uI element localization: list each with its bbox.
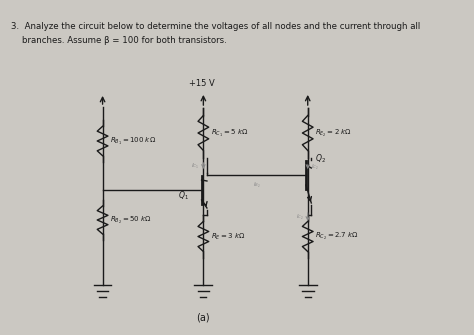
Text: $Q_2$: $Q_2$ bbox=[315, 153, 326, 165]
Text: $R_{E_2} = 2\ k\Omega$: $R_{E_2} = 2\ k\Omega$ bbox=[315, 128, 352, 138]
Text: $I_{B_2}$: $I_{B_2}$ bbox=[253, 180, 260, 190]
Text: $I_{C_2}$: $I_{C_2}$ bbox=[311, 162, 319, 172]
Text: $I_{C_2}$: $I_{C_2}$ bbox=[296, 212, 304, 222]
Text: +15 V: +15 V bbox=[189, 79, 214, 88]
Text: $R_{B_2} = 50\ k\Omega$: $R_{B_2} = 50\ k\Omega$ bbox=[109, 214, 151, 225]
Text: $I_{C_1}$: $I_{C_1}$ bbox=[191, 161, 200, 171]
Text: $R_E = 3\ k\Omega$: $R_E = 3\ k\Omega$ bbox=[210, 231, 245, 242]
Text: branches. Assume β = 100 for both transistors.: branches. Assume β = 100 for both transi… bbox=[11, 36, 227, 45]
Text: $R_{C_1} = 5\ k\Omega$: $R_{C_1} = 5\ k\Omega$ bbox=[210, 128, 248, 138]
Text: $R_{C_2} = 2.7\ k\Omega$: $R_{C_2} = 2.7\ k\Omega$ bbox=[315, 231, 358, 242]
Text: 3.  Analyze the circuit below to determine the voltages of all nodes and the cur: 3. Analyze the circuit below to determin… bbox=[11, 22, 420, 31]
Text: $R_{B_1} = 100\ k\Omega$: $R_{B_1} = 100\ k\Omega$ bbox=[109, 135, 156, 146]
Text: (a): (a) bbox=[197, 313, 210, 323]
Text: $Q_1$: $Q_1$ bbox=[178, 190, 189, 202]
